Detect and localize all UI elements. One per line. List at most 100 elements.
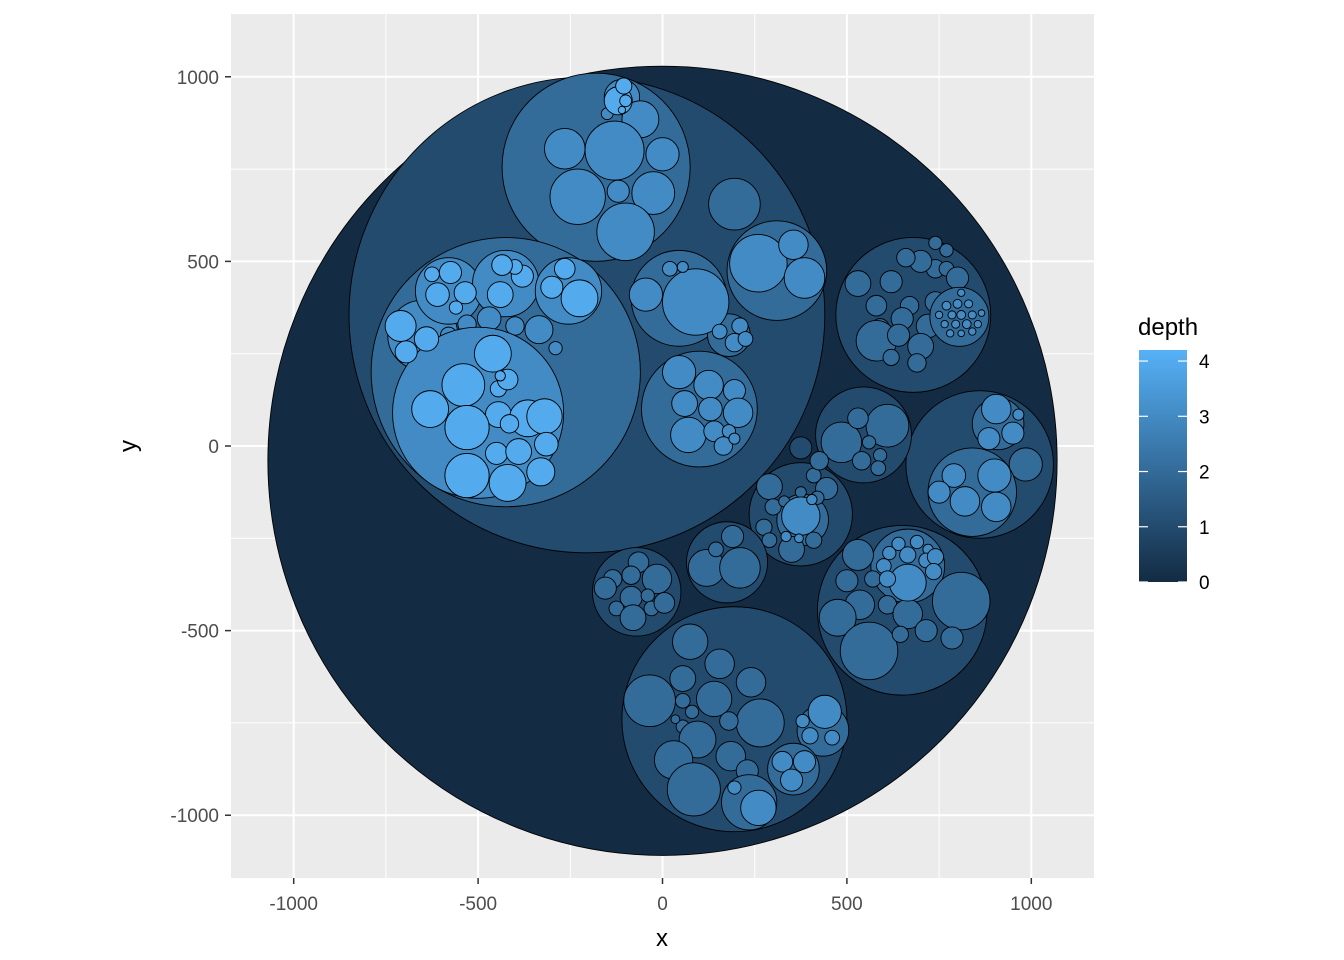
circle-depth-2	[818, 598, 857, 637]
circle-depth-3	[740, 789, 777, 826]
circle-depth-4	[488, 464, 527, 502]
circle-depth-2	[794, 486, 807, 499]
circle-depth-3	[780, 530, 792, 543]
y-tick-label: -1000	[170, 806, 219, 827]
circle-depth-3	[968, 327, 977, 336]
circle-depth-3	[941, 463, 967, 488]
circle-depth-2	[670, 714, 681, 725]
circle-depth-4	[486, 281, 514, 308]
circle-depth-2	[809, 451, 829, 471]
circle-depth-2	[891, 625, 909, 643]
circle-depth-3	[891, 536, 906, 551]
x-tick-label: -1000	[269, 894, 318, 915]
circle-depth-3	[727, 780, 742, 795]
circle-depth-4	[384, 310, 417, 342]
circle-depth-4	[505, 438, 533, 465]
circle-depth-2	[939, 243, 954, 258]
circle-depth-4	[448, 300, 464, 315]
circle-depth-2	[623, 674, 676, 728]
legend-label: 4	[1199, 352, 1210, 373]
circle-depth-3	[947, 310, 957, 320]
circle-depth-3	[713, 436, 734, 456]
circle-depth-3	[824, 729, 840, 746]
circle-depth-3	[977, 427, 1001, 451]
circle-depth-3	[941, 300, 952, 311]
circle-depth-2	[735, 667, 767, 698]
circle-depth-3	[927, 480, 951, 504]
circle-depth-3	[671, 390, 698, 417]
circle-depth-3	[926, 548, 944, 566]
circle-depth-4	[553, 257, 576, 280]
circle-depth-3	[645, 137, 680, 172]
circle-depth-3	[549, 168, 606, 225]
circle-depth-3	[780, 768, 804, 792]
circle-depth-3	[544, 128, 586, 170]
legend-label: 3	[1199, 407, 1210, 428]
circle-depth-2	[865, 294, 888, 317]
circle-depth-2	[805, 531, 823, 549]
circle-depth-4	[491, 254, 513, 276]
circle-depth-3	[662, 260, 678, 277]
circles-layer	[267, 65, 1058, 856]
circle-depth-3	[952, 298, 963, 309]
circle-depth-3	[628, 277, 663, 312]
circle-depth-2	[928, 235, 943, 251]
circle-depth-2	[907, 353, 927, 373]
legend-label: 2	[1199, 463, 1210, 484]
circle-depth-3	[957, 288, 966, 297]
circle-depth-2	[839, 621, 899, 681]
circle-depth-3	[909, 534, 925, 550]
circle-depth-2	[621, 565, 641, 585]
circle-depth-4	[526, 457, 556, 487]
circle-depth-2	[914, 619, 938, 643]
circle-depth-2	[719, 711, 739, 731]
circle-depth-3	[794, 533, 804, 544]
circle-depth-2	[653, 592, 676, 614]
circle-depth-3	[693, 369, 724, 401]
circle-depth-2	[735, 698, 785, 748]
y-tick-label: -500	[181, 622, 219, 643]
circle-depth-3	[925, 562, 943, 581]
circle-depth-3	[957, 329, 966, 338]
circle-depth-2	[865, 403, 910, 448]
circle-depth-3	[961, 319, 972, 330]
circle-depth-4	[444, 404, 490, 451]
circle-depth-2	[842, 538, 874, 571]
circle-depth-2	[887, 323, 911, 347]
circle-depth-4	[394, 340, 418, 364]
circle-depth-2	[946, 266, 970, 290]
circle-depth-2	[704, 648, 735, 680]
circle-depth-2	[844, 270, 872, 297]
circle-depth-4	[438, 260, 462, 284]
circle-depth-3	[548, 341, 563, 356]
circle-depth-3	[807, 694, 842, 729]
circle-depth-2	[640, 588, 655, 603]
circle-depth-3	[981, 393, 1012, 425]
circle-depth-4	[411, 390, 450, 428]
circle-depth-2	[940, 626, 964, 650]
circle-depth-2	[864, 570, 882, 588]
circle-depth-2	[764, 498, 782, 516]
circle-depth-2	[756, 473, 783, 500]
circle-depth-2	[761, 532, 778, 548]
circle-depth-3	[792, 750, 817, 774]
circle-depth-2	[719, 547, 761, 589]
circle-depth-2	[932, 571, 991, 631]
circle-depth-4	[617, 105, 627, 115]
legend-title: depth	[1138, 314, 1198, 341]
x-tick-label: -500	[459, 894, 497, 915]
circle-depth-2	[674, 692, 691, 709]
circle-depth-3	[977, 458, 1012, 493]
circle-depth-2	[721, 524, 745, 548]
circle-depth-3	[771, 750, 794, 773]
circle-depth-4	[425, 282, 450, 307]
circle-depth-3	[899, 546, 917, 564]
circle-depth-1	[789, 436, 813, 460]
circle-depth-4	[413, 326, 440, 352]
circle-depth-3	[783, 257, 826, 299]
depth-legend: depth 0 1 2 3 4	[1138, 314, 1210, 594]
circle-depth-3	[967, 310, 977, 320]
circle-depth-3	[631, 171, 676, 215]
circle-depth-3	[524, 315, 554, 345]
